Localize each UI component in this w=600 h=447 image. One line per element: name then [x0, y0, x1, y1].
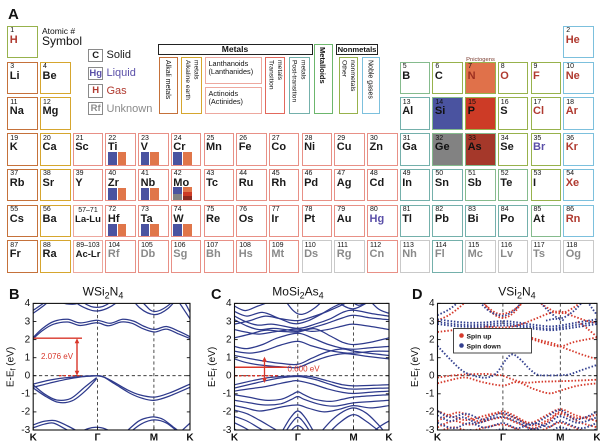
svg-text:-3: -3 — [426, 425, 435, 436]
svg-text:2: 2 — [25, 334, 31, 345]
svg-text:0: 0 — [226, 371, 232, 382]
svg-text:0: 0 — [429, 371, 435, 382]
svg-text:-3: -3 — [21, 425, 30, 436]
svg-text:K: K — [385, 433, 393, 444]
svg-text:0.600 eV: 0.600 eV — [288, 364, 321, 373]
svg-text:3: 3 — [25, 316, 31, 327]
svg-text:2.076 eV: 2.076 eV — [41, 352, 74, 361]
svg-text:Spin down: Spin down — [467, 343, 501, 350]
svg-text:K: K — [186, 433, 194, 444]
svg-text:1: 1 — [25, 353, 31, 364]
svg-text:Spin up: Spin up — [467, 333, 492, 340]
svg-text:M: M — [556, 433, 564, 444]
svg-text:4: 4 — [429, 298, 435, 309]
svg-text:3: 3 — [226, 316, 232, 327]
svg-text:3: 3 — [429, 316, 435, 327]
svg-text:-1: -1 — [21, 389, 30, 400]
svg-text:-2: -2 — [223, 407, 232, 418]
svg-text:1: 1 — [226, 353, 232, 364]
svg-text:MoSi2As4: MoSi2As4 — [272, 285, 323, 301]
svg-text:-1: -1 — [426, 389, 435, 400]
svg-text:C: C — [211, 287, 222, 303]
svg-text:E-Ef (eV): E-Ef (eV) — [410, 347, 422, 387]
svg-text:M: M — [150, 433, 158, 444]
svg-text:2: 2 — [429, 334, 435, 345]
svg-text:VSi2N4: VSi2N4 — [498, 285, 535, 301]
svg-text:-2: -2 — [21, 407, 30, 418]
svg-text:D: D — [412, 287, 422, 303]
svg-text:E-Ef (eV): E-Ef (eV) — [6, 347, 18, 387]
svg-text:1: 1 — [429, 353, 435, 364]
svg-text:M: M — [349, 433, 357, 444]
svg-text:K: K — [593, 433, 600, 444]
svg-text:-1: -1 — [223, 389, 232, 400]
svg-text:K: K — [30, 433, 38, 444]
svg-text:2: 2 — [226, 334, 232, 345]
svg-text:B: B — [9, 287, 19, 303]
svg-text:-3: -3 — [223, 425, 232, 436]
svg-text:WSi2N4: WSi2N4 — [83, 285, 124, 301]
svg-text:Γ: Γ — [295, 433, 301, 444]
svg-text:K: K — [231, 433, 239, 444]
svg-text:4: 4 — [226, 298, 232, 309]
svg-text:Γ: Γ — [500, 433, 506, 444]
svg-text:0: 0 — [25, 371, 31, 382]
svg-text:E-Ef (eV): E-Ef (eV) — [207, 347, 219, 387]
svg-text:4: 4 — [25, 298, 31, 309]
svg-text:K: K — [434, 433, 442, 444]
svg-text:-2: -2 — [426, 407, 435, 418]
svg-text:Γ: Γ — [94, 433, 100, 444]
